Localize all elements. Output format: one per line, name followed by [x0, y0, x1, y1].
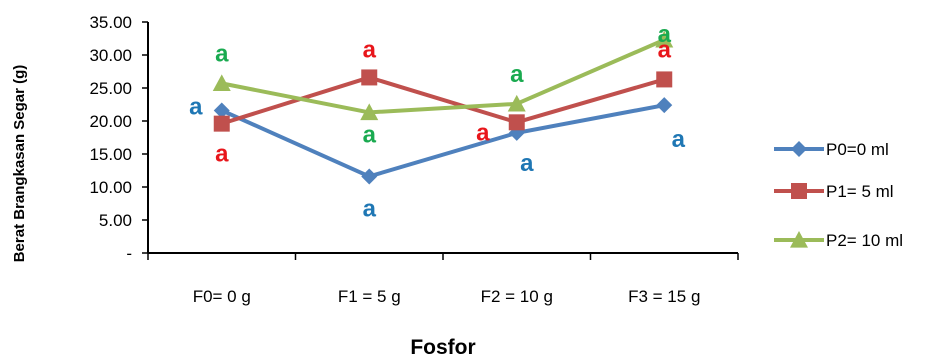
significance-letter: a	[363, 195, 377, 222]
significance-letter: a	[658, 21, 672, 48]
y-tick-label: 15.00	[89, 145, 132, 164]
y-tick-label: 5.00	[99, 211, 132, 230]
significance-letter: a	[510, 61, 524, 88]
x-tick-label: F0= 0 g	[193, 287, 251, 306]
x-tick-label: F3 = 15 g	[628, 287, 700, 306]
series-lines	[212, 30, 674, 185]
data-point-triangle	[655, 30, 674, 48]
y-tick-label: 35.00	[89, 13, 132, 32]
legend-label: P0=0 ml	[826, 140, 889, 159]
significance-letter: a	[363, 36, 377, 63]
legend-marker	[791, 141, 807, 157]
series-line	[221, 75, 665, 126]
legend-label: P1= 5 ml	[826, 182, 894, 201]
legend-marker	[791, 183, 807, 199]
legend: P0=0 ml P1= 5 ml P2= 10 ml	[774, 140, 903, 250]
axes: - 5.00 10.00 15.00 20.00 25.00 30.00 35.00 F0= 0…	[11, 13, 739, 356]
x-tick-label: F1 = 5 g	[338, 287, 401, 306]
significance-letter: a	[363, 121, 377, 148]
series-line	[221, 37, 666, 115]
significance-letter: a	[215, 40, 229, 67]
data-point-triangle	[360, 103, 379, 121]
y-tick-label: 10.00	[89, 178, 132, 197]
data-point-diamond	[213, 102, 230, 119]
data-point-square	[213, 115, 230, 132]
data-point-square	[361, 69, 378, 86]
y-tick-label: 30.00	[89, 46, 132, 65]
y-tick-label: -	[126, 244, 132, 263]
legend-marker	[790, 231, 808, 248]
x-axis-title: Fosfor	[410, 336, 475, 356]
series-0	[213, 97, 673, 185]
data-point-diamond	[656, 97, 673, 114]
legend-label: P2= 10 ml	[826, 231, 903, 250]
significance-letter: a	[672, 126, 686, 153]
series-2	[212, 30, 674, 121]
significance-letter: a	[520, 150, 534, 177]
data-point-square	[656, 71, 673, 88]
significance-letter: a	[476, 119, 490, 146]
y-axis-title: Berat Brangkasan Segar (g)	[11, 65, 28, 263]
series-line	[220, 103, 665, 179]
significance-letter: a	[189, 93, 203, 120]
data-point-diamond	[361, 168, 378, 185]
y-tick-label: 20.00	[89, 112, 132, 131]
x-tick-label: F2 = 10 g	[481, 287, 553, 306]
series-1	[213, 69, 673, 132]
significance-letter: a	[215, 141, 229, 168]
data-point-triangle	[212, 74, 231, 92]
data-point-triangle	[507, 94, 526, 112]
data-point-square	[508, 114, 525, 131]
y-tick-label: 25.00	[89, 79, 132, 98]
significance-letter: a	[658, 36, 672, 63]
